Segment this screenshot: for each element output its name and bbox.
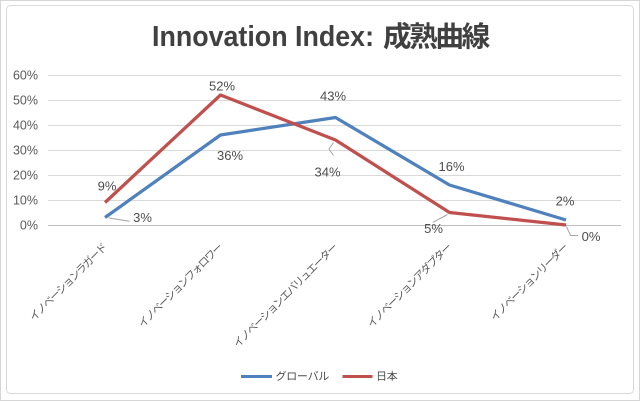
svg-text:20%: 20%: [13, 169, 38, 183]
svg-text:30%: 30%: [13, 144, 38, 158]
svg-text:3%: 3%: [133, 210, 152, 225]
svg-text:9%: 9%: [98, 179, 117, 194]
svg-text:36%: 36%: [217, 148, 243, 163]
svg-text:10%: 10%: [13, 194, 38, 208]
svg-text:16%: 16%: [438, 159, 464, 174]
svg-text:5%: 5%: [424, 221, 443, 236]
svg-text:52%: 52%: [209, 79, 235, 94]
svg-text:50%: 50%: [13, 94, 38, 108]
svg-text:60%: 60%: [13, 69, 38, 83]
svg-text:34%: 34%: [314, 165, 340, 180]
svg-text:40%: 40%: [13, 119, 38, 133]
svg-text:2%: 2%: [556, 194, 575, 209]
svg-text:Innovation Index:: Innovation Index:: [152, 21, 374, 53]
svg-text:0%: 0%: [582, 229, 601, 244]
svg-text:43%: 43%: [320, 89, 346, 104]
svg-text:0%: 0%: [20, 219, 38, 233]
